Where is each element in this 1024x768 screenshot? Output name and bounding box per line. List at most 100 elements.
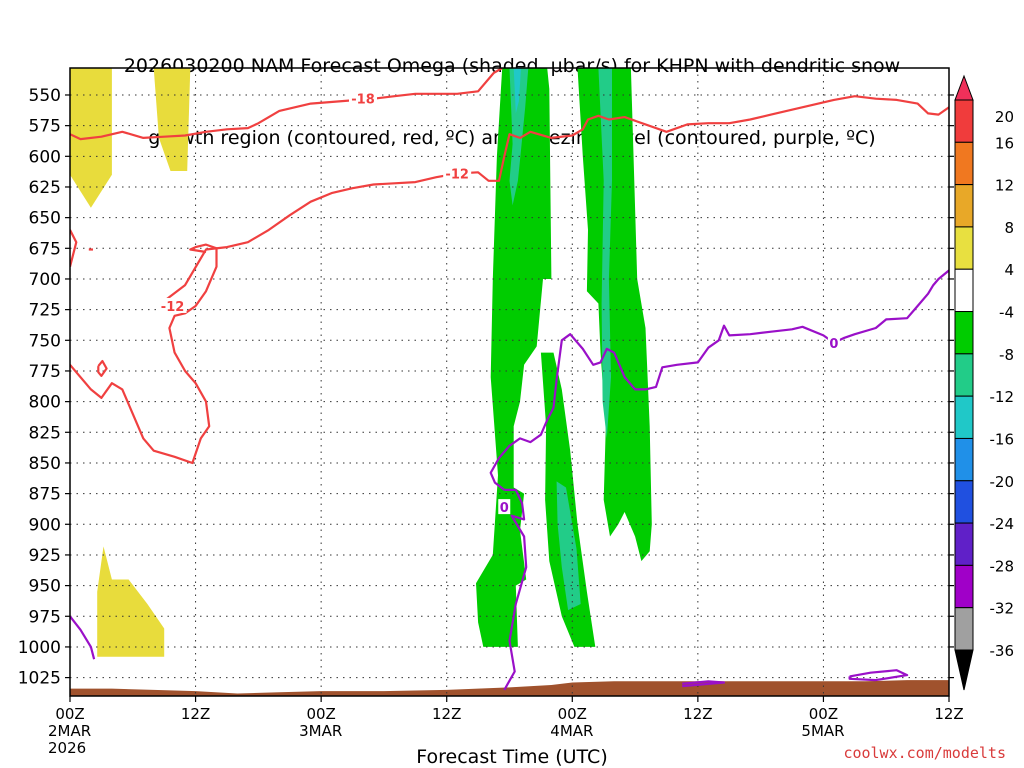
red-contour-4: [97, 360, 108, 377]
red-label-bg-3: [158, 297, 187, 313]
purple-label-bg-2: [498, 499, 511, 515]
credit-text: coolwx.com/modelts: [843, 744, 1006, 762]
colorbar-bottom-triangle: [954, 649, 974, 691]
y-tick-label-550: 550: [29, 86, 61, 106]
y-tick-label-600: 600: [29, 147, 61, 167]
red-label-bg-0: [349, 90, 377, 106]
omega-shading: [70, 68, 652, 657]
colorbar-label-7: -12: [990, 388, 1015, 406]
purple-contour-label-2: 0: [500, 501, 509, 516]
red-contour-label-3: -12: [161, 300, 185, 315]
colorbar-label-6: -8: [999, 346, 1014, 364]
red-contour-3: [70, 243, 218, 465]
colorbar-label-12: -32: [990, 600, 1015, 618]
omega-region-9: [513, 68, 521, 114]
x-date-label-48: 4MAR: [550, 722, 593, 740]
x-tick-label-12: 12Z: [181, 705, 210, 723]
freezing-level-contours: [70, 269, 949, 691]
red-contour-label-1: -12: [445, 167, 469, 182]
x-tick-label-48: 00Z: [558, 705, 587, 723]
x-year-label-0: 2026: [48, 739, 86, 757]
x-date-label-72: 5MAR: [801, 722, 844, 740]
contour-labels: -18 -12 -12 0 0: [158, 90, 840, 516]
purple-contour-4: [848, 669, 909, 682]
colorbar-label-5: -4: [999, 304, 1014, 322]
colorbar: 20 16 12 8 4 -4 -8 -12 -16 -20 -24 -28 -32 -36: [954, 74, 1015, 691]
omega-region-7: [598, 68, 612, 439]
y-tick-label-950: 950: [29, 577, 61, 597]
colorbar-swatch-5: [954, 268, 974, 313]
x-date-label-24: 3MAR: [299, 722, 342, 740]
colorbar-swatch-10: [954, 480, 974, 524]
omega-region-5: [577, 68, 652, 562]
y-tick-label-825: 825: [29, 423, 61, 443]
colorbar-swatch-1: [954, 99, 974, 143]
y-tick-label-900: 900: [29, 515, 61, 535]
y-tick-label-625: 625: [29, 178, 61, 198]
colorbar-label-10: -24: [990, 515, 1015, 533]
colorbar-swatch-4: [954, 226, 974, 270]
x-tick-label-36: 12Z: [432, 705, 461, 723]
colorbar-swatch-7: [954, 353, 974, 397]
red-contour-0: [70, 68, 503, 141]
colorbar-swatch-13: [954, 607, 974, 651]
colorbar-label-11: -28: [990, 557, 1015, 575]
colorbar-swatch-12: [954, 564, 974, 609]
red-contour-1: [70, 229, 78, 267]
y-tick-label-700: 700: [29, 270, 61, 290]
colorbar-label-1: 16: [995, 134, 1014, 152]
colorbar-label-3: 8: [1004, 219, 1014, 237]
terrain-area: [70, 680, 949, 696]
omega-region-8: [556, 481, 581, 611]
colorbar-label-8: -16: [990, 430, 1015, 448]
colorbar-top-triangle: [954, 74, 974, 101]
red-contour-label-0: -18: [351, 93, 375, 108]
purple-contour-3: [682, 680, 726, 688]
omega-region-4: [540, 352, 596, 647]
colorbar-label-2: 12: [995, 177, 1014, 195]
terrain-fill: [70, 680, 949, 696]
purple-label-bg-0: [827, 334, 840, 350]
y-tick-label-650: 650: [29, 209, 61, 229]
x-tick-label-24: 00Z: [306, 705, 335, 723]
plot-frame: [69, 67, 950, 697]
colorbar-label-13: -36: [990, 642, 1015, 660]
colorbar-swatch-8: [954, 395, 974, 439]
y-tick-label-1000: 1000: [18, 638, 61, 658]
purple-contour-label-0: 0: [829, 337, 838, 352]
omega-region-1: [153, 68, 191, 171]
dendritic-growth-contours: [70, 68, 949, 465]
purple-contour-1: [489, 269, 949, 491]
x-tick-label-60: 12Z: [683, 705, 712, 723]
x-tick-label-0: 00Z: [55, 705, 84, 723]
x-axis-label: Forecast Time (UTC): [416, 746, 608, 768]
x-tick-label-84: 12Z: [934, 705, 963, 723]
y-tick-label-725: 725: [29, 301, 61, 321]
omega-region-2: [97, 546, 165, 657]
colorbar-swatch-6: [954, 311, 974, 355]
purple-contour-2: [503, 488, 528, 691]
y-tick-label-975: 975: [29, 607, 61, 627]
colorbar-label-0: 20: [995, 108, 1014, 126]
omega-region-3: [476, 68, 552, 647]
colorbar-label-4: 4: [1004, 261, 1014, 279]
colorbar-swatch-3: [954, 184, 974, 228]
y-tick-label-925: 925: [29, 546, 61, 566]
y-tick-label-1025: 1025: [18, 669, 61, 689]
y-tick-label-875: 875: [29, 485, 61, 505]
y-tick-label-675: 675: [29, 239, 61, 259]
red-label-bg-1: [443, 165, 472, 181]
y-tick-label-775: 775: [29, 362, 61, 382]
colorbar-label-9: -20: [990, 473, 1015, 491]
colorbar-swatch-2: [954, 141, 974, 186]
purple-contour-0: [70, 615, 96, 660]
x-date-label-0: 2MAR: [48, 722, 91, 740]
red-contour-2: [163, 95, 949, 302]
y-tick-label-575: 575: [29, 117, 61, 137]
y-axis: 550 575 600 625 650 675 700 725 750 775 800 825 850 8…: [18, 86, 954, 689]
y-tick-label-850: 850: [29, 454, 61, 474]
y-tick-label-800: 800: [29, 393, 61, 413]
x-tick-label-72: 00Z: [809, 705, 838, 723]
